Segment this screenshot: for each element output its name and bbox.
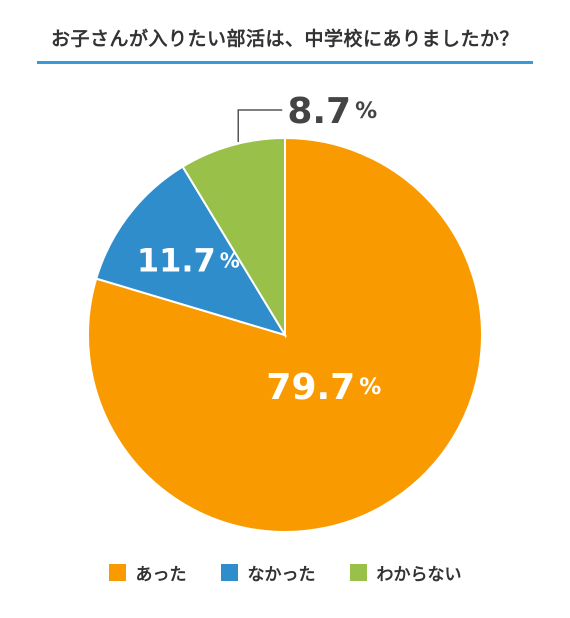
- legend-item-nakatta: なかった: [220, 560, 316, 585]
- pie-slice-wakaranai: [181, 136, 286, 339]
- slice-label-wakaranai: 8.7%: [287, 91, 377, 132]
- chart-title: お子さんが入りたい部活は、中学校にありましたか？: [50, 28, 519, 50]
- slice-label-nakatta: 11.7%: [137, 241, 240, 279]
- leader-line-wakaranai: [237, 109, 283, 143]
- legend: あった なかった わからない: [0, 557, 570, 587]
- legend-swatch-wakaranai: [349, 563, 367, 581]
- title-underline: [37, 61, 533, 64]
- legend-label-wakaranai: わからない: [376, 564, 462, 585]
- legend-swatch-atta: [108, 563, 126, 581]
- legend-swatch-nakatta: [220, 563, 238, 581]
- slice-label-atta: 79.7%: [266, 367, 381, 408]
- pie-slice-nakatta: [94, 165, 288, 337]
- legend-item-wakaranai: わからない: [349, 560, 462, 585]
- legend-label-atta: あった: [135, 564, 187, 585]
- pie-slice-atta: [87, 136, 483, 533]
- legend-label-nakatta: なかった: [247, 564, 316, 585]
- legend-item-atta: あった: [108, 560, 187, 585]
